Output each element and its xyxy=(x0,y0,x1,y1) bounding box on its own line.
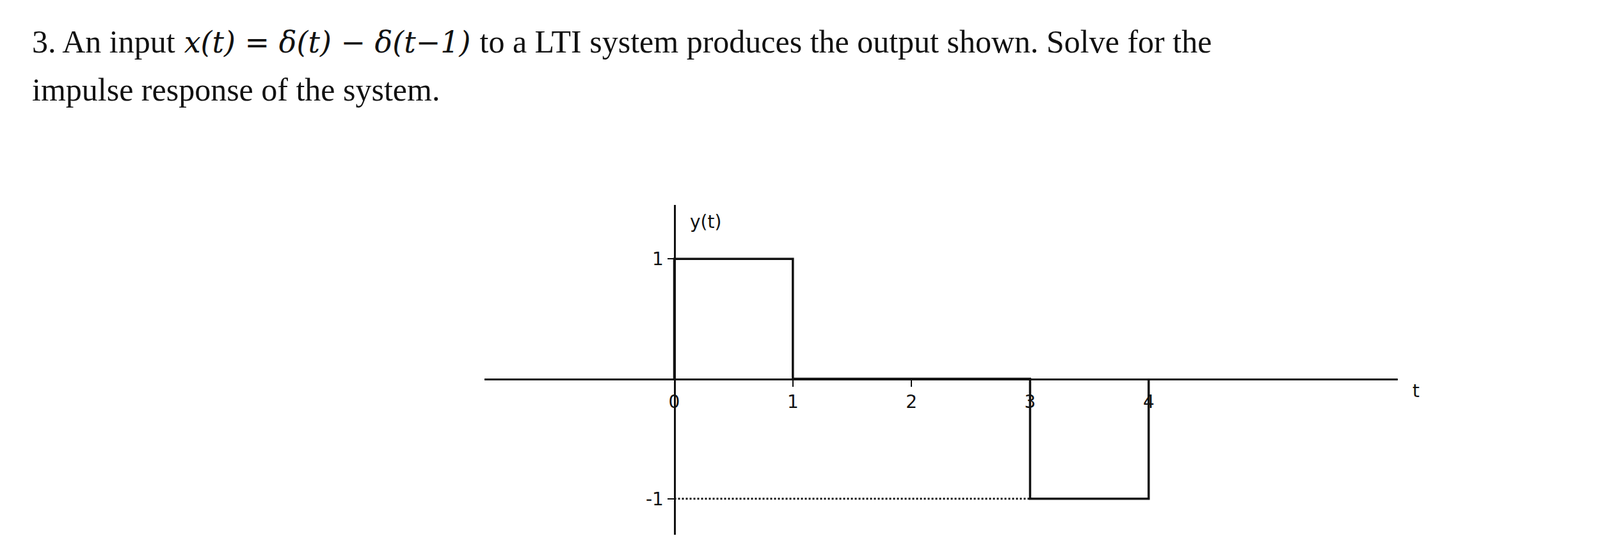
svg-text:1: 1 xyxy=(652,248,664,270)
svg-text:2: 2 xyxy=(905,391,918,413)
svg-text:3: 3 xyxy=(1024,391,1037,413)
svg-text:1: 1 xyxy=(787,391,799,413)
svg-text:0: 0 xyxy=(668,391,681,413)
svg-text:-1: -1 xyxy=(645,488,664,510)
svg-text:y(t): y(t) xyxy=(689,211,722,233)
svg-text:t: t xyxy=(1412,380,1420,402)
html-text:impulse response of the system: impulse response of the system. xyxy=(32,71,440,108)
svg-text:4: 4 xyxy=(1143,391,1155,413)
html-text:3. An input x(t) = δ(t) − δ(t−: 3. An input x(t) = δ(t) − δ(t−1) to a LT… xyxy=(32,23,1212,60)
